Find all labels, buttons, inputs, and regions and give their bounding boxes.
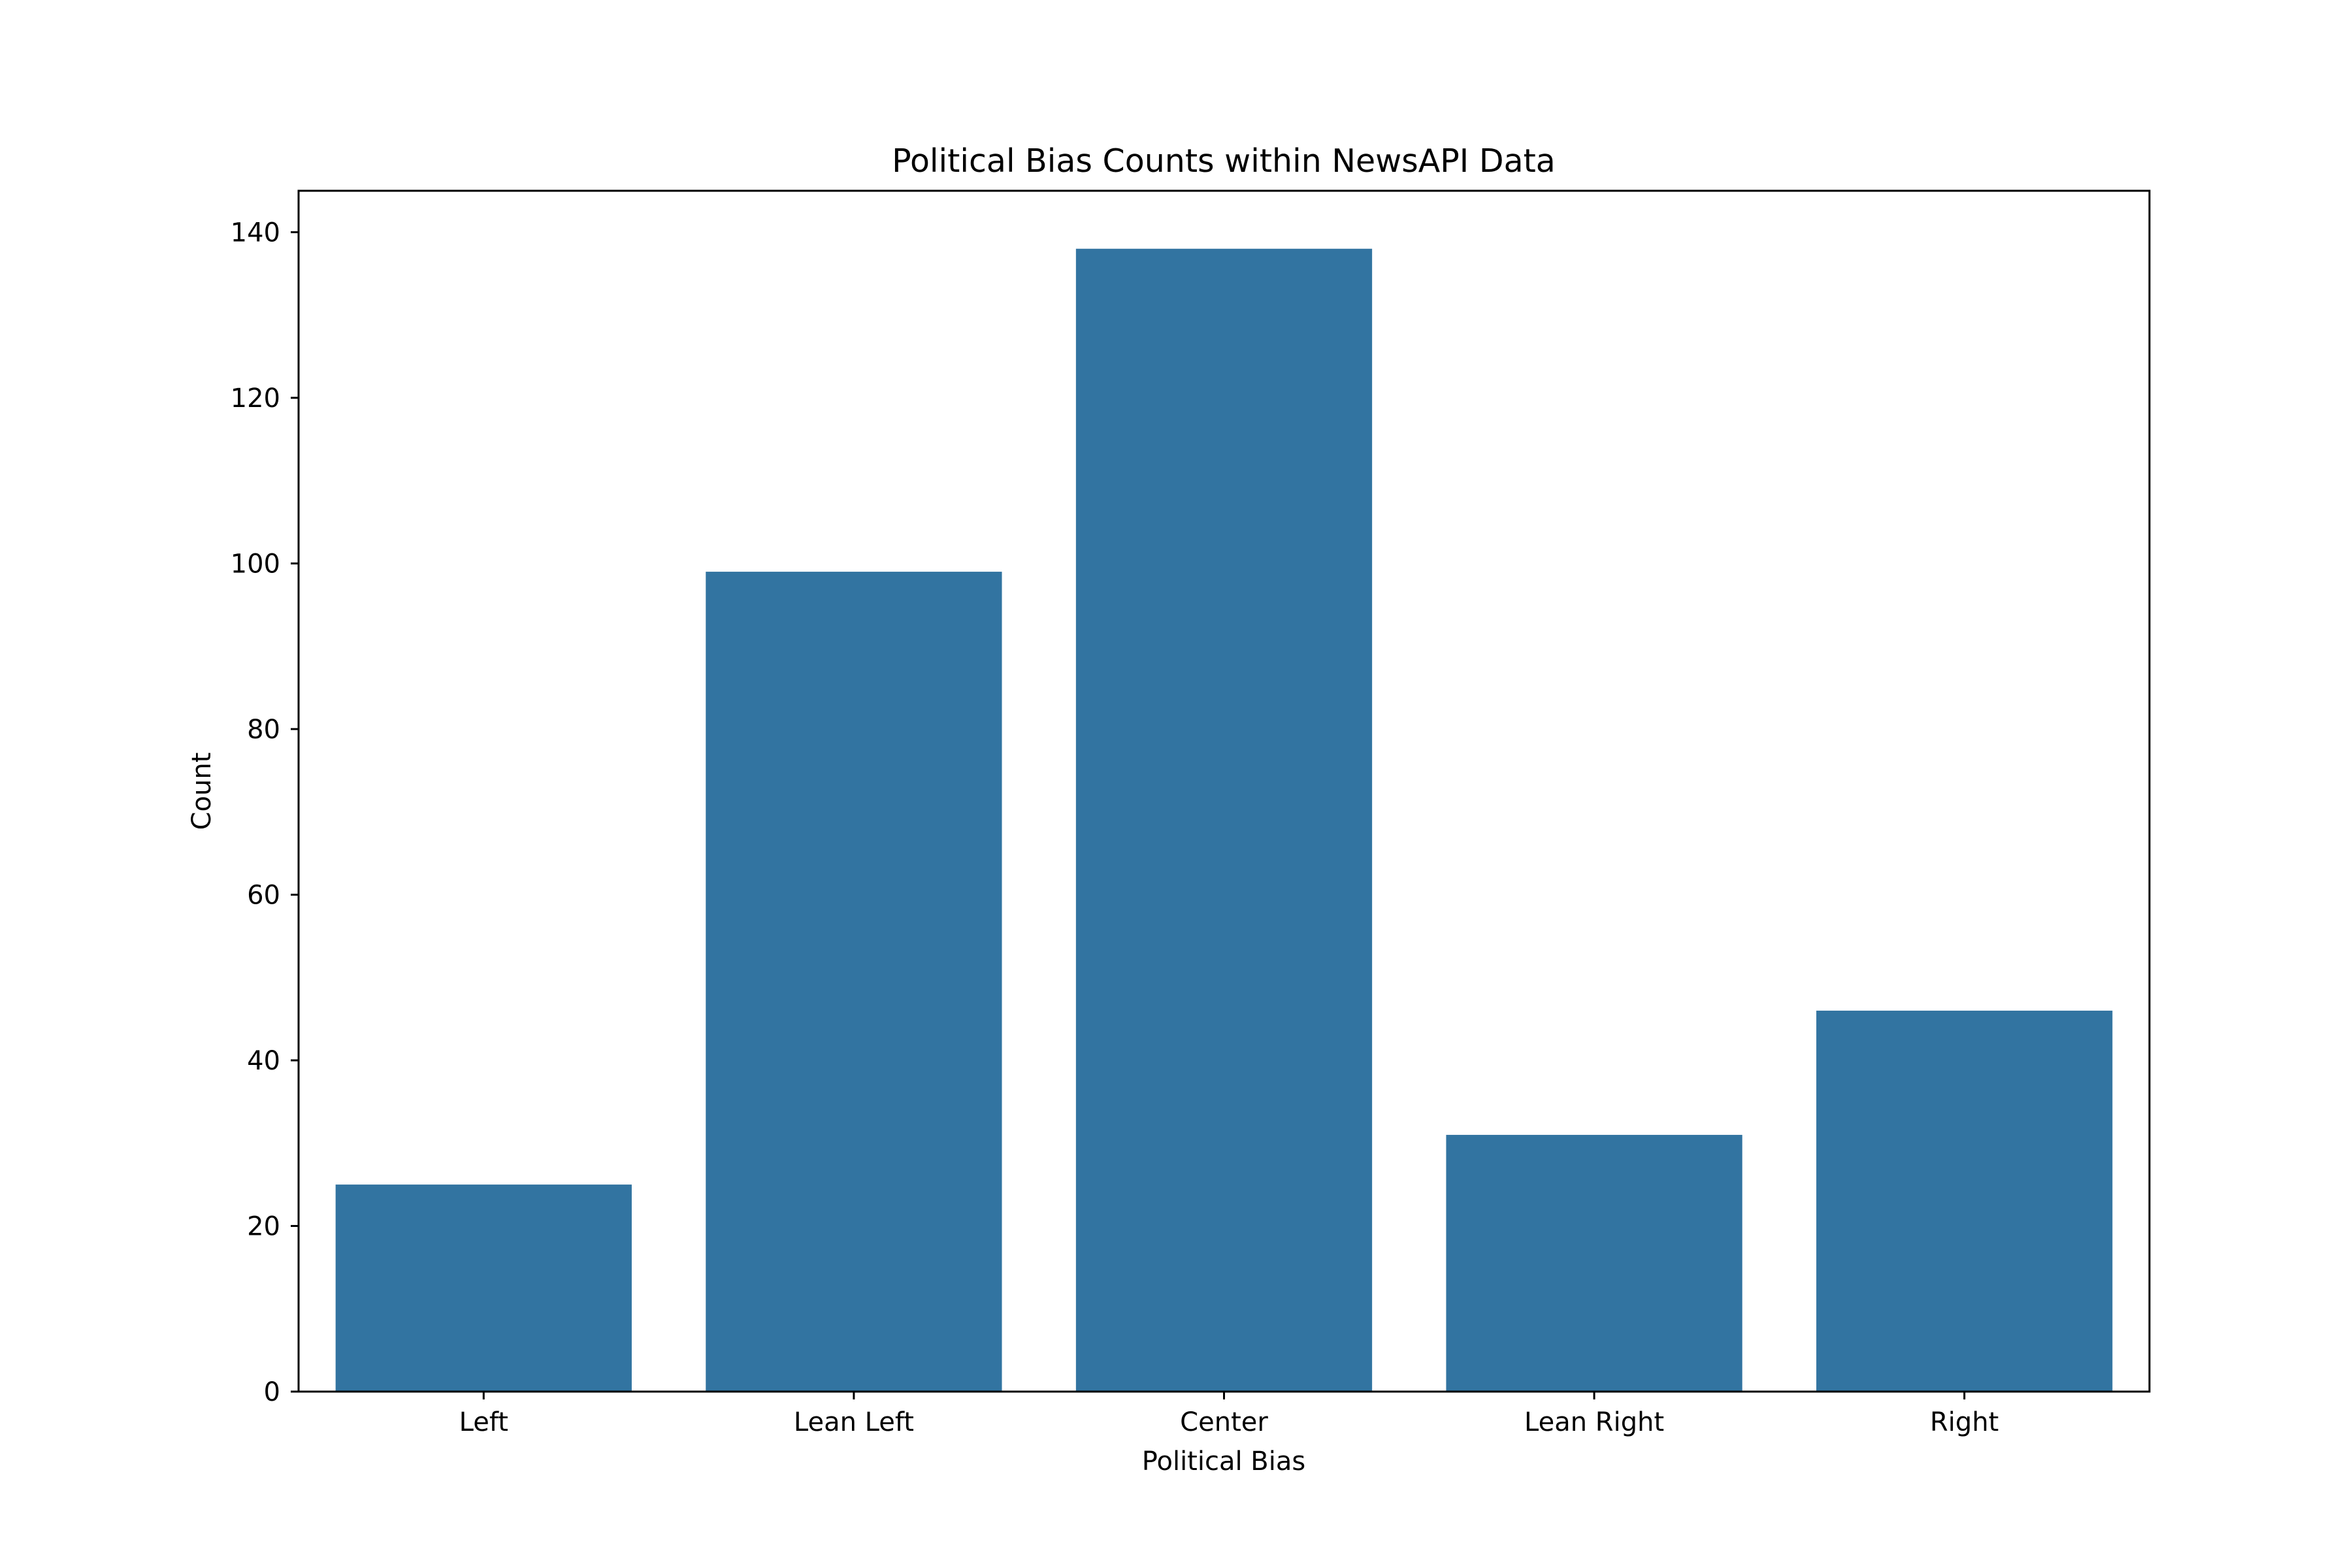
y-axis-label: Count <box>187 753 217 830</box>
x-tick-label: Right <box>1930 1407 1999 1437</box>
x-tick-label: Lean Left <box>794 1407 914 1437</box>
y-tick-label: 140 <box>231 218 280 248</box>
y-axis: 0 20 40 60 80 100 120 140 <box>231 218 299 1407</box>
x-tick-label: Center <box>1180 1407 1268 1437</box>
bars-group <box>335 248 2113 1392</box>
bar-right <box>1816 1010 2113 1392</box>
y-tick-label: 60 <box>247 880 280 910</box>
bar-center <box>1075 248 1373 1392</box>
y-tick-label: 120 <box>231 384 280 414</box>
y-tick-label: 100 <box>231 549 280 579</box>
y-tick-label: 20 <box>247 1211 280 1241</box>
bar-lean-left <box>706 572 1002 1392</box>
x-tick-label: Left <box>459 1407 508 1437</box>
x-axis: Left Lean Left Center Lean Right Right <box>459 1392 1999 1437</box>
chart-title: Political Bias Counts within NewsAPI Dat… <box>892 142 1556 180</box>
bar-lean-right <box>1446 1135 1742 1392</box>
x-axis-label: Political Bias <box>1142 1446 1305 1477</box>
y-tick-label: 40 <box>247 1046 280 1076</box>
plot-frame <box>297 189 2151 1393</box>
y-tick-label: 0 <box>264 1377 280 1407</box>
x-tick-label: Lean Right <box>1524 1407 1664 1437</box>
bar-left <box>335 1184 632 1392</box>
y-tick-label: 80 <box>247 715 280 745</box>
